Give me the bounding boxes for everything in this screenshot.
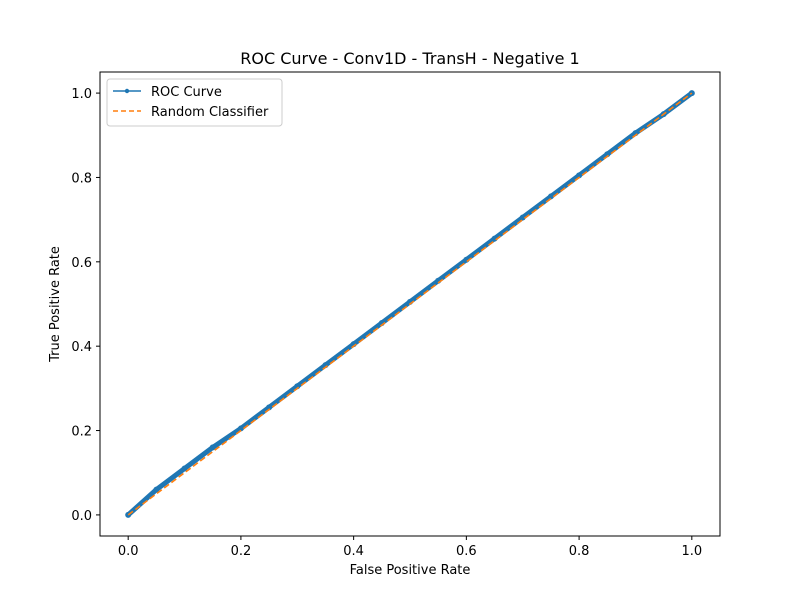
random-classifier-line <box>127 92 693 516</box>
roc-curve-point <box>181 465 188 472</box>
y-tick-label: 0.0 <box>71 509 92 524</box>
y-tick-label: 0.4 <box>71 340 92 355</box>
x-tick-label: 0.8 <box>569 544 590 559</box>
legend-frame <box>106 78 283 127</box>
x-axis-label: False Positive Rate <box>350 563 471 578</box>
x-tick-label: 0.4 <box>343 544 364 559</box>
roc-curve-point <box>237 425 244 432</box>
y-tick-label: 0.2 <box>71 425 92 440</box>
roc-curve-point <box>153 486 160 493</box>
roc-curve-point <box>576 172 583 179</box>
ticks-layer: 0.0 0.2 0.4 0.6 0.8 1.0 0.0 0.2 0.4 0.6 0.8 1.0 <box>71 87 702 559</box>
roc-curve-point <box>266 404 273 411</box>
series-layer <box>125 90 695 518</box>
roc-curve-point <box>547 193 554 200</box>
x-tick-label: 0.6 <box>456 544 477 559</box>
y-tick-label: 0.6 <box>71 256 92 271</box>
x-tick-label: 0.2 <box>231 544 252 559</box>
x-tick-label: 1.0 <box>681 544 702 559</box>
x-tick-label: 0.0 <box>118 544 139 559</box>
roc-curve-point <box>519 214 526 221</box>
chart-title: ROC Curve - Conv1D - TransH - Negative 1 <box>240 49 579 68</box>
legend-marker-roc <box>124 88 130 94</box>
legend: ROC Curve Random Classifier <box>106 78 283 127</box>
legend-label-roc: ROC Curve <box>151 85 222 100</box>
y-tick-label: 1.0 <box>71 87 92 102</box>
legend-label-random: Random Classifier <box>151 105 269 120</box>
y-tick-label: 0.8 <box>71 171 92 186</box>
roc-curve-point <box>688 90 695 97</box>
y-axis-label: True Positive Rate <box>48 246 63 363</box>
roc-curve-point <box>209 444 216 451</box>
